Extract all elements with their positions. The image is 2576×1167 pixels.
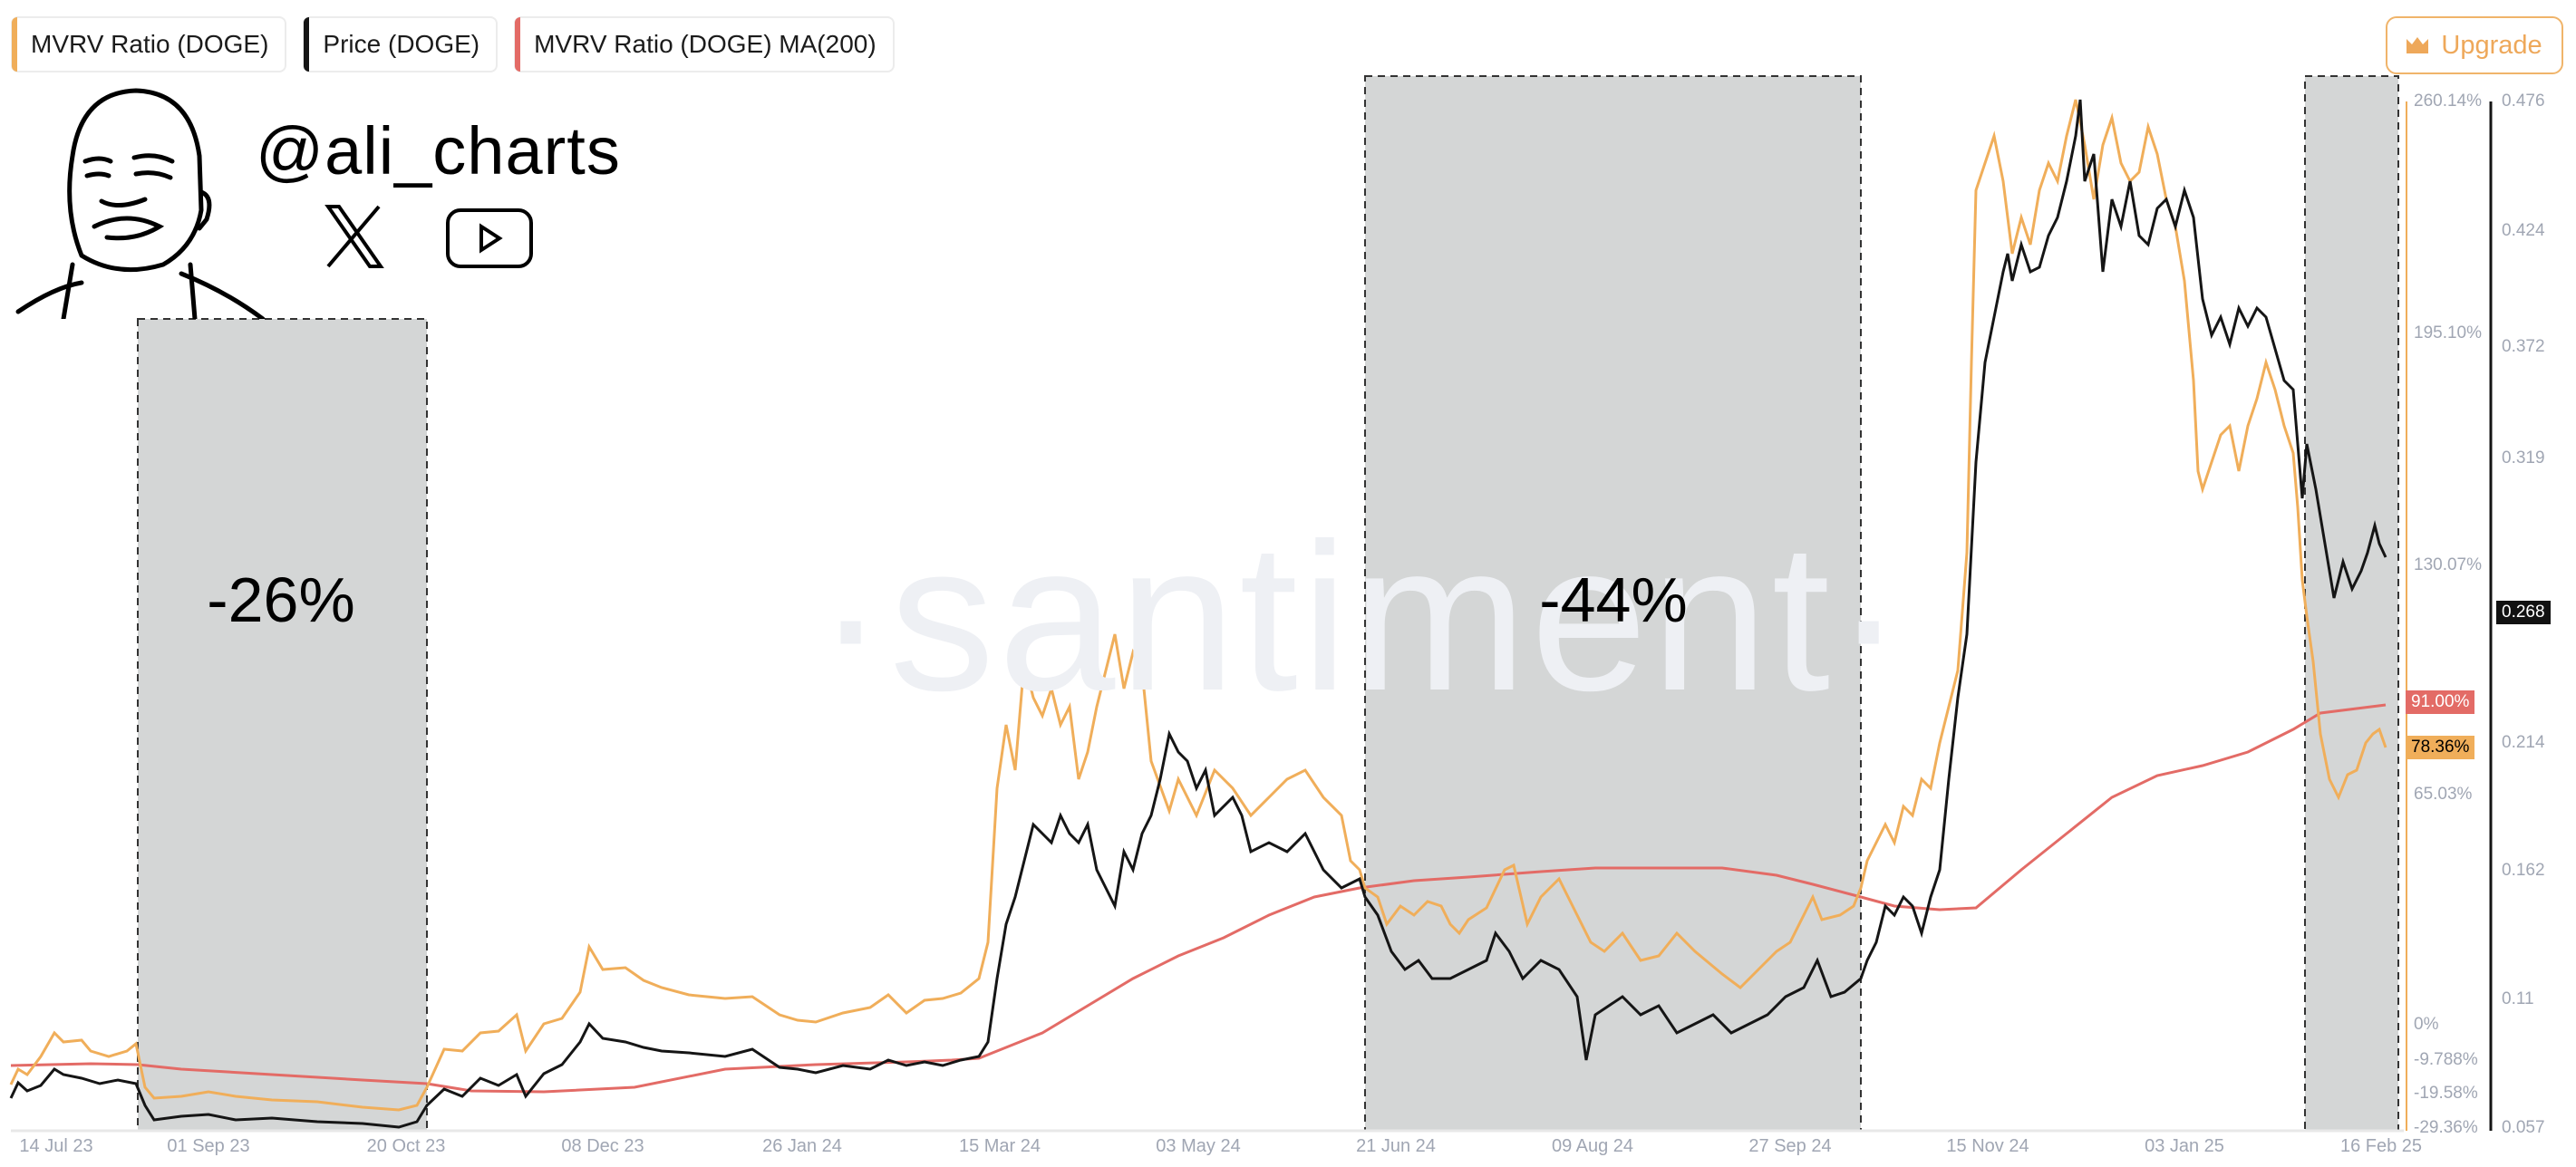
- x-tick: 26 Jan 24: [762, 1136, 842, 1156]
- x-logo-icon: [324, 205, 384, 268]
- legend-swatch-mvrv: [12, 17, 17, 72]
- legend: MVRV Ratio (DOGE) Price (DOGE) MVRV Rati…: [11, 16, 895, 72]
- price-current-badge: 0.268: [2496, 601, 2551, 624]
- x-tick: 15 Nov 24: [1946, 1136, 2029, 1156]
- x-tick: 20 Oct 23: [366, 1136, 446, 1156]
- legend-label: Price (DOGE): [323, 30, 480, 58]
- ma200-line[interactable]: [10, 703, 2387, 1094]
- x-tick: 08 Dec 23: [561, 1136, 644, 1156]
- mvrv-tick: 260.14%: [2414, 92, 2483, 111]
- legend-mvrv[interactable]: MVRV Ratio (DOGE): [11, 16, 287, 72]
- price-tick: 0.11: [2502, 989, 2534, 1008]
- price-tick: 0.476: [2502, 92, 2545, 111]
- ma200-current-badge: 91.00%: [2406, 690, 2475, 714]
- mvrv-line[interactable]: [9, 99, 2387, 1112]
- legend-swatch-ma200: [515, 17, 521, 72]
- legend-price[interactable]: Price (DOGE): [303, 16, 499, 72]
- shaded-region-3: [2304, 75, 2399, 1132]
- shaded-regions: [137, 75, 2399, 1132]
- mvrv-current-badge: 78.36%: [2406, 736, 2475, 759]
- upgrade-button[interactable]: Upgrade: [2386, 16, 2563, 74]
- annotation-drop-2: -44%: [1539, 564, 1688, 635]
- mvrv-tick: -29.36%: [2414, 1118, 2478, 1137]
- price-tick: 0.214: [2502, 733, 2545, 752]
- mvrv-tick: 0%: [2414, 1015, 2439, 1034]
- crown-icon: [2407, 37, 2429, 53]
- mvrv-tick: -9.788%: [2414, 1050, 2478, 1069]
- avatar-face-icon: [15, 88, 266, 319]
- santiment-watermark: ·santiment·: [816, 500, 1908, 735]
- price-tick: 0.162: [2502, 861, 2545, 880]
- mvrv-tick: -19.58%: [2414, 1084, 2478, 1103]
- price-tick: 0.319: [2502, 448, 2545, 468]
- x-tick: 03 Jan 25: [2145, 1136, 2224, 1156]
- x-tick: 01 Sep 23: [167, 1136, 250, 1156]
- shaded-region-1: [137, 318, 428, 1132]
- legend-label: MVRV Ratio (DOGE): [31, 30, 269, 58]
- upgrade-label: Upgrade: [2441, 30, 2542, 60]
- x-tick: 16 Feb 25: [2339, 1136, 2423, 1156]
- x-tick: 27 Sep 24: [1748, 1136, 1832, 1156]
- price-line[interactable]: [9, 99, 2387, 1129]
- youtube-icon: [446, 208, 533, 268]
- legend-ma200[interactable]: MVRV Ratio (DOGE) MA(200): [514, 16, 895, 72]
- brand-overlay: [15, 88, 533, 319]
- price-tick: 0.424: [2502, 221, 2545, 240]
- x-tick: 15 Mar 24: [958, 1136, 1041, 1156]
- mvrv-tick: 195.10%: [2414, 323, 2483, 342]
- mvrv-tick: 130.07%: [2414, 555, 2483, 574]
- x-tick: 21 Jun 24: [1356, 1136, 1436, 1156]
- price-tick: 0.372: [2502, 337, 2545, 356]
- shaded-region-2: [1364, 75, 1862, 1132]
- legend-swatch-price: [304, 17, 310, 72]
- annotation-drop-1: -26%: [207, 564, 355, 635]
- legend-label: MVRV Ratio (DOGE) MA(200): [534, 30, 876, 58]
- x-tick: 09 Aug 24: [1551, 1136, 1634, 1156]
- mvrv-tick: 65.03%: [2414, 785, 2473, 804]
- x-tick: 03 May 24: [1156, 1136, 1241, 1156]
- price-tick: 0.057: [2502, 1118, 2545, 1137]
- x-tick: 14 Jul 23: [19, 1136, 93, 1156]
- brand-handle: @ali_charts: [256, 113, 621, 188]
